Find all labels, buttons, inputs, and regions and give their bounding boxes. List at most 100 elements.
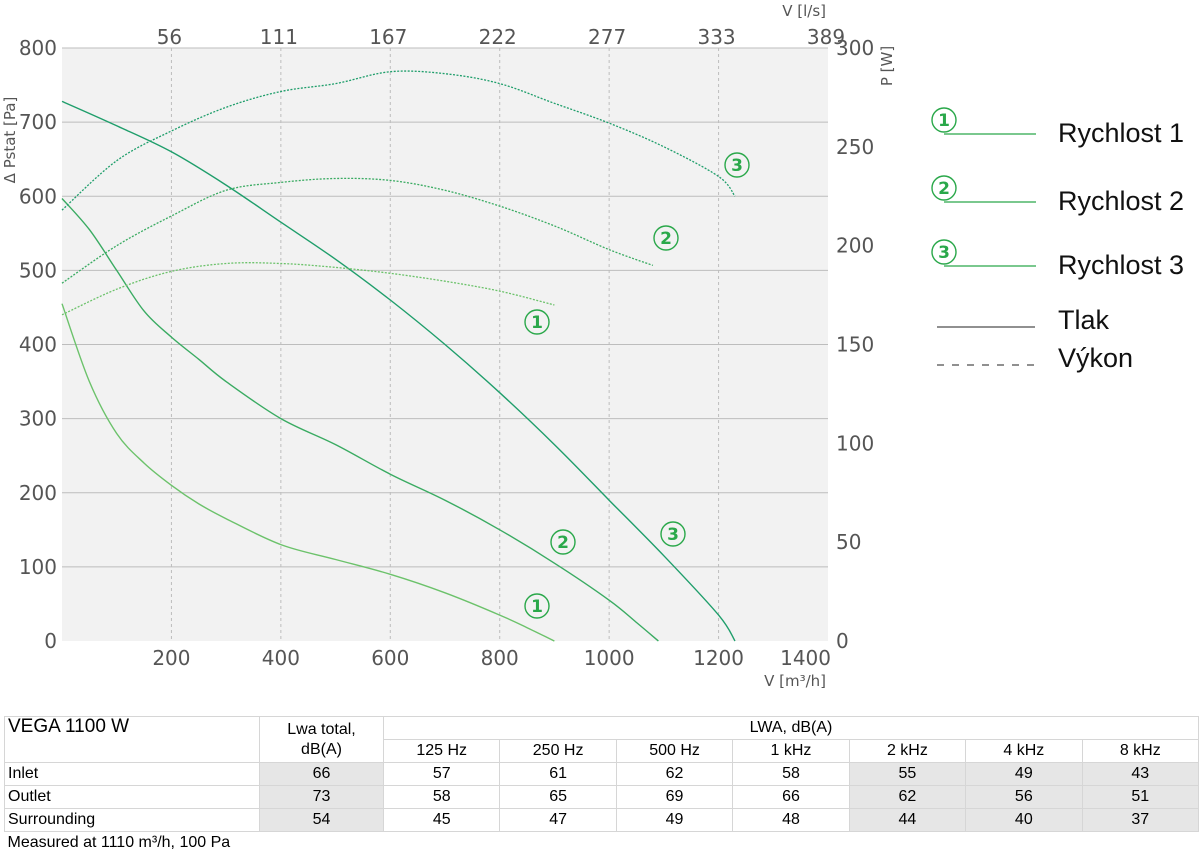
x-top-tick-label: 389: [807, 25, 845, 49]
band-header: 125 Hz: [384, 740, 500, 763]
band-header: 500 Hz: [616, 740, 732, 763]
band-header: 2 kHz: [849, 740, 965, 763]
x-bottom-tick-label: 800: [481, 646, 519, 670]
legend-label: Rychlost 1: [1058, 118, 1184, 148]
bottom-axis-ticks: 200 400 600 800 1000 1200 1400: [152, 646, 831, 670]
band-value-cell: 56: [966, 786, 1082, 809]
marker-number: 2: [660, 229, 672, 249]
marker-number: 2: [557, 533, 569, 553]
y-left-tick-label: 300: [19, 407, 57, 431]
x-bottom-tick-label: 1400: [780, 646, 831, 670]
legend-entry: Výkon: [937, 343, 1133, 373]
noise-table: VEGA 1100 W Lwa total, dB(A) LWA, dB(A) …: [4, 716, 1199, 854]
table-title: VEGA 1100 W: [5, 717, 260, 763]
band-header: 1 kHz: [733, 740, 849, 763]
row-label: Inlet: [5, 763, 260, 786]
x-top-tick-label: 111: [260, 25, 298, 49]
lwa-total-header-unit: dB(A): [301, 741, 342, 758]
x-top-tick-label: 222: [479, 25, 517, 49]
band-header: 4 kHz: [966, 740, 1082, 763]
band-value-cell: 62: [849, 786, 965, 809]
legend-entry: 3 Rychlost 3: [932, 240, 1184, 280]
lwa-total-header: Lwa total, dB(A): [260, 717, 384, 763]
legend-marker-number: 1: [938, 111, 950, 131]
band-value-cell: 51: [1082, 786, 1198, 809]
y-left-tick-label: 500: [19, 258, 57, 282]
band-value-cell: 61: [500, 763, 616, 786]
band-header: 8 kHz: [1082, 740, 1198, 763]
y-right-tick-label: 250: [836, 135, 874, 159]
legend-label: Rychlost 3: [1058, 250, 1184, 280]
lwa-total-cell: 73: [260, 786, 384, 809]
x-bottom-axis-title: V [m³/h]: [764, 672, 826, 690]
x-top-axis-title: V [l/s]: [782, 2, 826, 20]
top-axis-ticks: 56 111 167 222 277 333 389: [157, 25, 845, 49]
band-value-cell: 65: [500, 786, 616, 809]
marker-number: 3: [731, 156, 743, 176]
legend-entry: 1 Rychlost 1: [932, 108, 1184, 148]
x-top-tick-label: 167: [369, 25, 407, 49]
legend-entry: 2 Rychlost 2: [932, 176, 1184, 216]
band-value-cell: 49: [966, 763, 1082, 786]
y-right-tick-label: 200: [836, 234, 874, 258]
band-value-cell: 55: [849, 763, 965, 786]
y-left-axis-title: Δ Pstat [Pa]: [1, 97, 19, 184]
y-left-tick-label: 0: [44, 629, 57, 653]
legend-marker-number: 2: [938, 179, 950, 199]
marker-number: 3: [667, 525, 679, 545]
legend-label: Výkon: [1058, 343, 1133, 373]
table-header-row: VEGA 1100 W Lwa total, dB(A) LWA, dB(A): [5, 717, 1199, 740]
y-right-tick-label: 100: [836, 431, 874, 455]
band-value-cell: 49: [616, 809, 732, 832]
legend: 1 Rychlost 1 2 Rychlost 2 3 Rychlost 3 Tlak Výk…: [932, 108, 1184, 373]
legend-entry: Tlak: [937, 305, 1110, 335]
x-top-tick-label: 333: [697, 25, 735, 49]
y-left-tick-label: 800: [19, 36, 57, 60]
x-bottom-tick-label: 1200: [693, 646, 744, 670]
row-label: Surrounding: [5, 809, 260, 832]
legend-label: Tlak: [1058, 305, 1110, 335]
band-value-cell: 48: [733, 809, 849, 832]
marker-number: 1: [531, 597, 543, 617]
legend-label: Rychlost 2: [1058, 186, 1184, 216]
band-value-cell: 37: [1082, 809, 1198, 832]
table-footnote-row: Measured at 1110 m³/h, 100 Pa: [5, 832, 1199, 854]
band-value-cell: 58: [384, 786, 500, 809]
y-right-tick-label: 150: [836, 333, 874, 357]
x-top-tick-label: 56: [157, 25, 182, 49]
legend-marker-number: 3: [938, 243, 950, 263]
x-top-tick-label: 277: [588, 25, 626, 49]
lwa-header: LWA, dB(A): [384, 717, 1199, 740]
y-right-axis-title: P [W]: [878, 46, 896, 86]
band-value-cell: 66: [733, 786, 849, 809]
band-value-cell: 45: [384, 809, 500, 832]
band-value-cell: 43: [1082, 763, 1198, 786]
row-label: Outlet: [5, 786, 260, 809]
x-bottom-tick-label: 1000: [584, 646, 635, 670]
band-value-cell: 40: [966, 809, 1082, 832]
y-right-tick-label: 50: [836, 530, 861, 554]
band-value-cell: 62: [616, 763, 732, 786]
x-bottom-tick-label: 400: [262, 646, 300, 670]
band-value-cell: 47: [500, 809, 616, 832]
marker-number: 1: [531, 313, 543, 333]
lwa-total-cell: 66: [260, 763, 384, 786]
y-right-tick-label: 0: [836, 629, 849, 653]
y-left-tick-label: 400: [19, 333, 57, 357]
band-header: 250 Hz: [500, 740, 616, 763]
x-bottom-tick-label: 200: [152, 646, 190, 670]
table-footnote: Measured at 1110 m³/h, 100 Pa: [5, 832, 1199, 854]
band-value-cell: 57: [384, 763, 500, 786]
band-value-cell: 69: [616, 786, 732, 809]
band-value-cell: 44: [849, 809, 965, 832]
lwa-total-header-label: Lwa total,: [287, 721, 355, 738]
y-left-tick-label: 200: [19, 481, 57, 505]
band-value-cell: 58: [733, 763, 849, 786]
x-bottom-tick-label: 600: [371, 646, 409, 670]
y-left-tick-label: 100: [19, 555, 57, 579]
